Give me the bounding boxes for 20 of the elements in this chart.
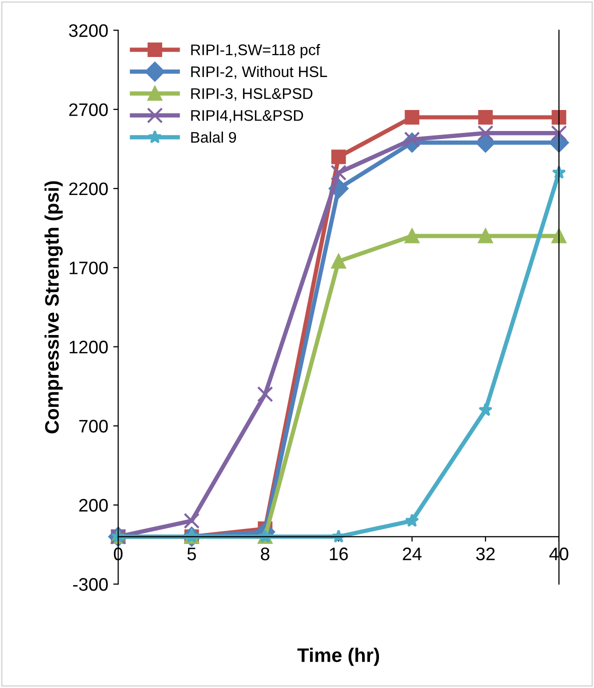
y-axis-title: Compressive Strength (psi) [44, 181, 63, 434]
legend-label: RIPI-2, Without HSL [191, 66, 328, 79]
x-tick-label: 24 [402, 548, 422, 560]
x-tick-label: 32 [476, 548, 495, 560]
y-tick-label: 1200 [70, 340, 108, 354]
y-tick-label: 2700 [69, 103, 108, 116]
legend-label: RIPI-3, HSL&PSD [191, 88, 312, 101]
y-tick-label: 700 [79, 420, 108, 433]
x-tick-label: 5 [187, 548, 196, 560]
y-tick-label: -300 [73, 578, 108, 591]
legend-label: Balal 9 [191, 132, 236, 143]
y-tick-label: 200 [79, 498, 108, 512]
y-tick-label: 3200 [69, 24, 108, 37]
x-axis-title: Time (hr) [297, 648, 380, 666]
x-tick-label: 8 [260, 548, 270, 560]
y-tick-label: 1700 [70, 262, 108, 274]
y-tick-label: 2200 [69, 182, 108, 196]
legend-label: RIPI4,HSL&PSD [191, 110, 304, 123]
x-tick-label: 16 [330, 548, 348, 560]
legend-label: RIPI-1,SW=118 pcf [191, 44, 320, 58]
